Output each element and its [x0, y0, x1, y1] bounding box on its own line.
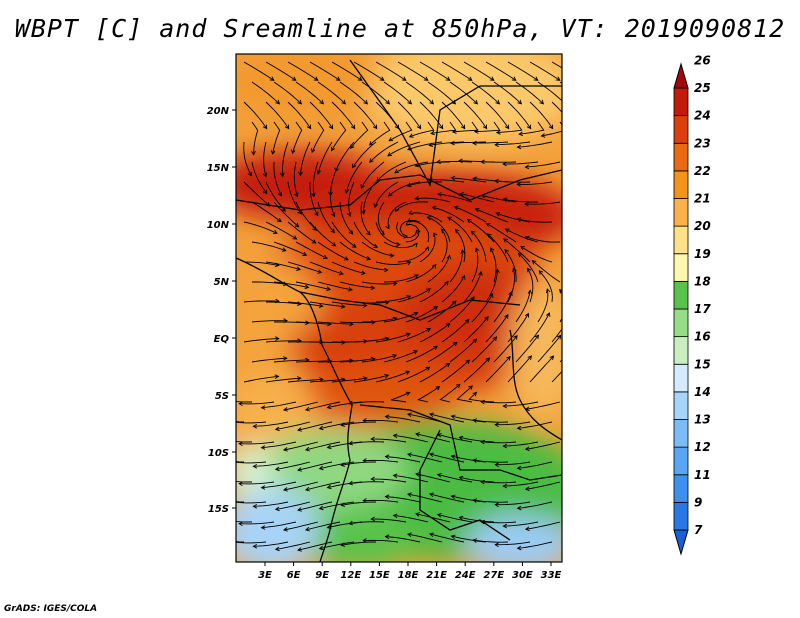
lon-tick-label: 24E: [455, 570, 476, 581]
colorbar-swatch: [673, 446, 689, 476]
colorbar-swatch: [673, 474, 689, 503]
lon-tick-label: 18E: [398, 570, 419, 581]
colorbar-label: 24: [694, 109, 711, 123]
lat-tick-label: 5S: [215, 391, 229, 402]
colorbar: 7 9 11 12 13 14 15 16 17 18 19 20 21 22 23 24 25 26: [673, 53, 711, 556]
lat-tick-label: 20N: [207, 106, 230, 117]
coastlines: [236, 59, 562, 562]
colorbar-label: 17: [694, 302, 711, 316]
colorbar-swatch: [673, 225, 689, 255]
colorbar-swatch: [673, 419, 689, 448]
wbpt-field: [236, 54, 562, 562]
colorbar-swatch: [673, 280, 689, 310]
colorbar-swatch: [673, 253, 689, 282]
lon-tick-label: 6E: [287, 570, 301, 581]
colorbar-swatch: [673, 391, 689, 420]
colorbar-label: 23: [694, 136, 711, 150]
colorbar-swatch: [673, 501, 689, 531]
colorbar-label: 18: [694, 274, 711, 288]
grads-credit: GrADS: IGES/COLA: [4, 604, 98, 614]
colorbar-swatch: [673, 170, 689, 199]
colorbar-label: 26: [694, 53, 711, 67]
lon-tick-label: 21E: [426, 570, 447, 581]
colorbar-swatch: [673, 308, 689, 338]
lon-tick-label: 15E: [369, 570, 390, 581]
lon-tick-label: 33E: [541, 570, 562, 581]
colorbar-label: 22: [694, 164, 711, 178]
lat-tick-label: 10S: [208, 448, 229, 459]
colorbar-label: 12: [694, 440, 711, 454]
colorbar-swatch: [673, 62, 689, 89]
lon-tick-label: 12E: [340, 570, 361, 581]
colorbar-label: 9: [694, 495, 702, 509]
colorbar-label: 20: [694, 219, 711, 233]
lon-tick-label: 27E: [483, 570, 504, 581]
colorbar-swatch: [673, 529, 689, 556]
colorbar-label: 14: [694, 385, 711, 399]
colorbar-label: 7: [694, 523, 703, 537]
lon-tick-label: 30E: [512, 570, 533, 581]
colorbar-swatch: [673, 198, 689, 227]
colorbar-swatch: [673, 363, 689, 393]
lat-tick-label: 5N: [214, 277, 230, 288]
map-frame: [235, 53, 563, 563]
lat-tick-label: 15N: [207, 163, 230, 174]
streamlines: [236, 61, 562, 552]
lon-tick-label: 3E: [258, 570, 272, 581]
colorbar-label: 21: [694, 192, 711, 206]
colorbar-label: 19: [694, 247, 711, 261]
lat-tick-label: 10N: [207, 220, 230, 231]
colorbar-swatch: [673, 142, 689, 172]
lat-tick-label: EQ: [214, 334, 230, 345]
colorbar-swatch: [673, 87, 689, 117]
lat-tick-label: 15S: [208, 504, 229, 515]
colorbar-label: 15: [694, 357, 711, 371]
colorbar-label: 11: [694, 468, 711, 482]
colorbar-label: 13: [694, 413, 711, 427]
colorbar-label: 16: [694, 330, 711, 344]
colorbar-swatch: [673, 115, 689, 144]
lon-tick-label: 9E: [315, 570, 329, 581]
colorbar-label: 25: [694, 81, 711, 95]
colorbar-swatch: [673, 336, 689, 365]
map-title: WBPT [C] and Sreamline at 850hPa, VT: 20…: [14, 14, 786, 43]
